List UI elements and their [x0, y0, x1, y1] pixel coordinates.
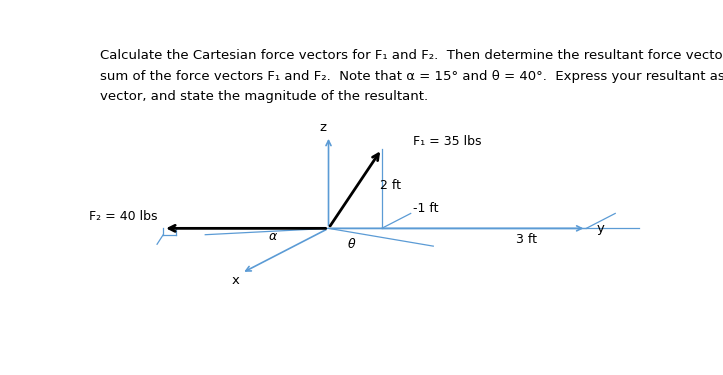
Text: z: z [320, 121, 326, 134]
Text: Calculate the Cartesian force vectors for F₁ and F₂.  Then determine the resulta: Calculate the Cartesian force vectors fo… [100, 50, 723, 62]
Text: 2 ft: 2 ft [380, 179, 401, 192]
Text: 3 ft: 3 ft [516, 233, 537, 246]
Text: -1 ft: -1 ft [413, 202, 438, 214]
Text: θ: θ [348, 238, 356, 251]
Text: F₁ = 35 lbs: F₁ = 35 lbs [413, 135, 481, 148]
Text: x: x [232, 274, 240, 287]
Text: sum of the force vectors F₁ and F₂.  Note that α = 15° and θ = 40°.  Express you: sum of the force vectors F₁ and F₂. Note… [100, 69, 723, 82]
Text: y: y [596, 222, 604, 235]
Text: vector, and state the magnitude of the resultant.: vector, and state the magnitude of the r… [100, 90, 429, 103]
Text: F₂ = 40 lbs: F₂ = 40 lbs [89, 210, 158, 223]
Text: α: α [268, 230, 277, 243]
